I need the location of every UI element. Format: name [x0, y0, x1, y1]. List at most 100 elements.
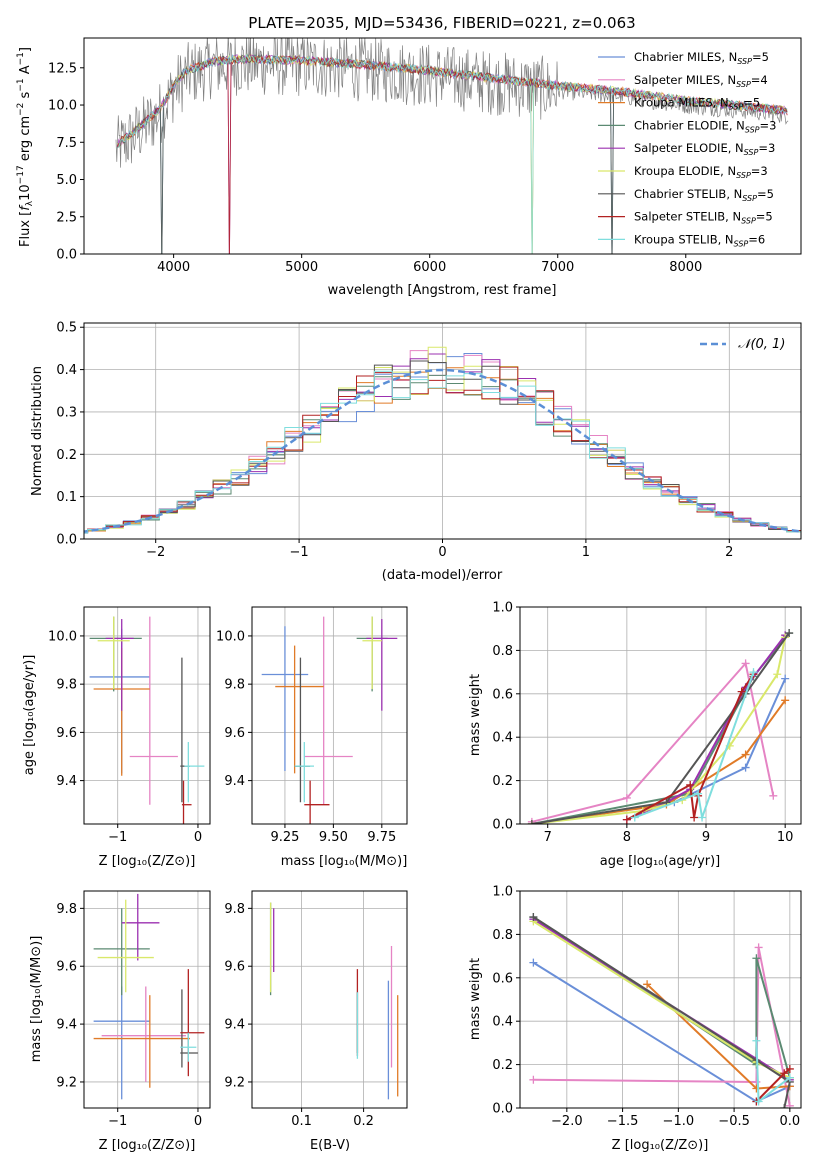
age-vs-mass-panel: 9.25 9.50 9.75 9.4 9.6 9.8 10.0 — [216, 606, 408, 845]
histogram-ytick-label: 0.3 — [56, 405, 77, 420]
mw-age-series-6 — [531, 632, 790, 824]
legend-label-0: Chabrier MILES, NSSP=5 — [634, 50, 769, 66]
mass-Z-frame — [83, 890, 211, 1109]
mass-vs-Z-panel: −1 0 9.2 9.4 9.6 9.8 — [56, 890, 211, 1129]
mw-age-point-0-3 — [781, 674, 790, 683]
model-spectrum-8 — [117, 53, 788, 254]
spectrum-ytick-label: 5.0 — [56, 173, 77, 188]
mw-age-frame — [519, 606, 802, 825]
mw-age-ytick-label: 1.0 — [492, 601, 513, 616]
histogram-legend: 𝒩(0, 1) — [700, 337, 785, 352]
mw-Z-point-1-2 — [754, 943, 763, 952]
mw-Z-ytick-label: 0.6 — [492, 971, 513, 986]
mass-Z-ticks: −1 0 9.2 9.4 9.6 9.8 — [56, 902, 202, 1129]
mw-age-point-6-3 — [785, 629, 794, 638]
mw-Z-point-8-1 — [754, 1097, 763, 1106]
mass-Z-ytick-label: 9.8 — [56, 902, 77, 917]
mw-Z-xtick-label: −0.5 — [718, 1114, 750, 1129]
legend-label-7: Salpeter STELIB, NSSP=5 — [634, 210, 773, 226]
mw-age-point-5-4 — [773, 670, 782, 679]
legend-label-2: Kroupa MILES, NSSP=5 — [634, 96, 760, 112]
gaussian-legend-label: 𝒩(0, 1) — [738, 337, 785, 352]
mw-age-series-3 — [531, 632, 790, 824]
mw-age-xtick-label: 9 — [702, 830, 710, 845]
mw-age-point-8-0 — [630, 813, 639, 822]
p3-xlabel: Z [log₁₀(Z/Z⊙)] — [99, 854, 196, 869]
p8-ylabel: mass weight — [468, 958, 483, 1040]
spectrum-xlabel: wavelength [Angstrom, rest frame] — [328, 283, 557, 298]
mw-age-series-7 — [626, 673, 755, 821]
histogram-ytick-label: 0.2 — [56, 448, 77, 463]
spectrum-xtick-label: 6000 — [413, 260, 446, 275]
legend-label-4: Salpeter ELODIE, NSSP=3 — [634, 141, 775, 157]
age-mass-ticks: 9.25 9.50 9.75 9.4 9.6 9.8 10.0 — [216, 629, 396, 845]
mw-Z-xtick-label: −1.5 — [607, 1114, 639, 1129]
mw-Z-marks — [529, 913, 794, 1108]
spectrum-xtick-label: 5000 — [285, 260, 318, 275]
mw-age-xtick-label: 7 — [544, 830, 552, 845]
p6-ylabel: mass [log₁₀(M/M⊙)] — [29, 936, 44, 1063]
mass-ebv-ytick-label: 9.4 — [224, 1018, 245, 1033]
histogram-xtick-label: −2 — [146, 545, 165, 560]
mw-Z-xtick-label: −1.0 — [663, 1114, 695, 1129]
spectrum-title: PLATE=2035, MJD=53436, FIBERID=0221, z=0… — [248, 14, 635, 32]
spectrum-ylabel: Flux [fλ10−17 erg cm−2 s−1 A−1] — [16, 47, 35, 247]
age-mass-ytick-label: 9.6 — [224, 726, 245, 741]
mw-Z-series-6 — [532, 916, 791, 1108]
p4-xlabel: mass [log₁₀(M/M⊙)] — [281, 854, 408, 869]
mw-age-ytick-label: 0.8 — [492, 644, 513, 659]
massweight-vs-Z-panel: −2.0 −1.5 −1.0 −0.5 0.0 0.0 0.2 0.4 0.6 0.8 1.0 — [492, 885, 802, 1129]
mass-Z-marks — [93, 893, 205, 1100]
mw-age-point-1-2 — [741, 659, 750, 668]
mass-ebv-ticks: 0.1 0.2 9.2 9.4 9.6 9.8 — [224, 902, 374, 1129]
mw-age-xtick-label: 10 — [777, 830, 794, 845]
legend-label-8: Kroupa STELIB, NSSP=6 — [634, 232, 765, 248]
histogram-steps — [84, 346, 801, 534]
mass-ebv-ytick-label: 9.8 — [224, 902, 245, 917]
histogram-xtick-label: 1 — [582, 545, 590, 560]
age-mass-grid — [252, 607, 407, 824]
spectrum-ytick-label: 10.0 — [48, 99, 77, 114]
mw-age-series-1 — [531, 661, 775, 823]
histogram-ytick-label: 0.1 — [56, 490, 77, 505]
age-Z-xtick-label: 0 — [194, 830, 202, 845]
mw-Z-xtick-label: −2.0 — [551, 1114, 583, 1129]
mw-age-xtick-label: 8 — [623, 830, 631, 845]
mass-ebv-xtick-label: 0.1 — [291, 1114, 312, 1129]
legend-label-6: Chabrier STELIB, NSSP=5 — [634, 187, 774, 203]
spectrum-ytick-label: 12.5 — [48, 61, 77, 76]
mass-ebv-ytick-label: 9.6 — [224, 960, 245, 975]
mass-Z-ytick-label: 9.4 — [56, 1018, 77, 1033]
age-mass-marks — [261, 616, 398, 824]
mw-Z-series-1 — [533, 947, 791, 1106]
mw-Z-point-7-1 — [780, 1069, 789, 1078]
mw-Z-ytick-label: 0.2 — [492, 1058, 513, 1073]
mw-age-ytick-label: 0.4 — [492, 731, 513, 746]
age-Z-xtick-label: −1 — [108, 830, 127, 845]
mw-Z-point-8-0 — [752, 1036, 761, 1045]
mw-age-point-8-3 — [749, 668, 758, 677]
mw-age-point-7-1 — [686, 780, 695, 789]
mw-age-point-1-1 — [622, 793, 631, 802]
mass-Z-ytick-label: 9.2 — [56, 1075, 77, 1090]
mass-ebv-ytick-label: 9.2 — [224, 1075, 245, 1090]
p7-xlabel: E(B-V) — [310, 1138, 350, 1153]
mass-ebv-frame — [251, 890, 408, 1109]
p5-xlabel: age [log₁₀(age/yr)] — [600, 854, 721, 869]
mw-Z-xtick-label: 0.0 — [780, 1114, 801, 1129]
age-Z-marks — [89, 616, 205, 824]
histogram-ytick-label: 0.5 — [56, 321, 77, 336]
spectrum-ytick-label: 7.5 — [56, 136, 77, 151]
age-mass-ytick-label: 10.0 — [216, 629, 245, 644]
age-mass-xtick-label: 9.75 — [367, 830, 396, 845]
mw-Z-point-6-0 — [529, 913, 538, 922]
gaussian-curve — [84, 368, 801, 533]
mw-Z-frame — [519, 890, 802, 1109]
mw-Z-ytick-label: 1.0 — [492, 885, 513, 900]
histogram-xtick-label: −1 — [290, 545, 309, 560]
mw-age-point-7-0 — [622, 815, 631, 824]
age-Z-ytick-label: 9.6 — [56, 726, 77, 741]
spectrum-legend: Chabrier MILES, NSSP=5 Salpeter MILES, NS… — [598, 50, 776, 248]
mw-age-ytick-label: 0.6 — [492, 687, 513, 702]
p6-xlabel: Z [log₁₀(Z/Z⊙)] — [99, 1138, 196, 1153]
